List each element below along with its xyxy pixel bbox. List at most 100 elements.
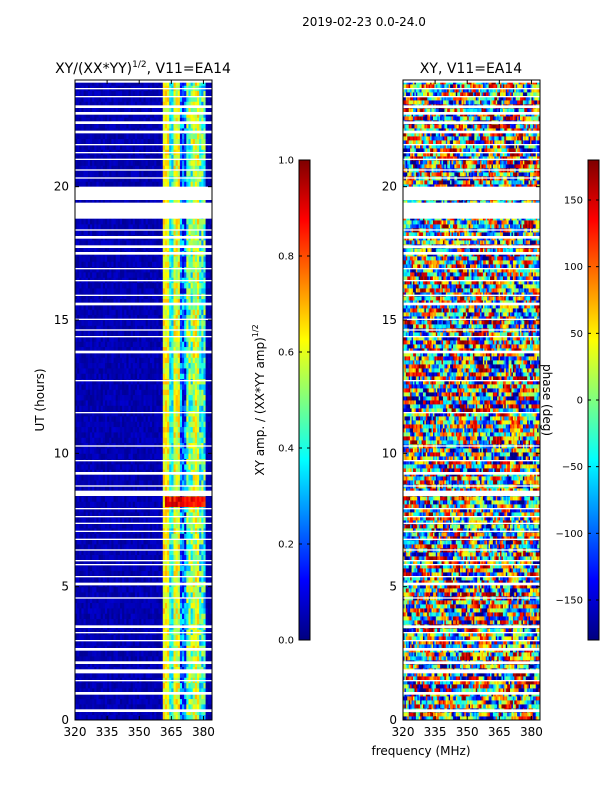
heatmap-cell <box>177 325 181 332</box>
heatmap-cell <box>158 341 162 348</box>
heatmap-cell <box>117 661 121 668</box>
heatmap-cell <box>98 458 102 465</box>
heatmap-cell <box>158 336 162 342</box>
heatmap-cell <box>139 693 142 700</box>
heatmap-cell <box>139 474 142 481</box>
heatmap-cell <box>96 325 99 332</box>
heatmap-cell <box>119 549 123 556</box>
heatmap-cell <box>96 640 99 646</box>
heatmap-cell <box>115 496 119 502</box>
heatmap-cell <box>126 592 129 598</box>
heatmap-cell <box>98 496 102 502</box>
heatmap-cell <box>87 416 91 422</box>
heatmap-cell <box>190 714 194 720</box>
heatmap-cell <box>94 533 97 540</box>
heatmap-cell <box>102 480 106 486</box>
heatmap-cell <box>113 448 117 454</box>
heatmap-cell <box>96 693 99 700</box>
heatmap-cell <box>92 320 95 326</box>
heatmap-cell <box>160 485 164 492</box>
heatmap-cell <box>130 320 134 326</box>
heatmap-cell <box>173 682 177 689</box>
heatmap-cell <box>207 650 211 657</box>
heatmap-cell <box>194 448 198 454</box>
heatmap-cell <box>147 586 151 593</box>
heatmap-cell <box>201 682 204 689</box>
heatmap-cell <box>173 416 177 422</box>
heatmap-cell <box>177 650 181 657</box>
heatmap-cell <box>100 389 104 396</box>
heatmap-cell <box>209 304 212 310</box>
heatmap-cell <box>132 330 136 337</box>
heatmap-cell <box>124 586 127 593</box>
heatmap-cell <box>145 565 149 572</box>
heatmap-cell <box>147 549 151 556</box>
heatmap-cell <box>194 602 198 609</box>
heatmap-cell <box>85 576 89 582</box>
heatmap-cell <box>179 437 183 444</box>
heatmap-cell <box>119 704 123 710</box>
heatmap-cell <box>128 549 132 556</box>
heatmap-cell <box>92 608 95 614</box>
heatmap-cell <box>209 378 212 385</box>
heatmap-cell <box>203 517 206 524</box>
heatmap-cell <box>117 416 121 422</box>
heatmap-cell <box>126 453 129 460</box>
heatmap-cell <box>167 634 170 641</box>
heatmap-cell <box>145 533 149 540</box>
heatmap-cell <box>139 565 142 572</box>
heatmap-cell <box>107 618 110 625</box>
heatmap-cell <box>87 346 91 353</box>
heatmap-cell <box>145 378 149 385</box>
heatmap-cell <box>203 693 206 700</box>
heatmap-cell <box>162 602 166 609</box>
heatmap-cell <box>205 426 209 433</box>
heatmap-cell <box>107 693 110 700</box>
heatmap-cell <box>147 704 151 710</box>
heatmap-cell <box>177 378 181 385</box>
heatmap-cell <box>107 533 110 540</box>
heatmap-cell <box>117 538 121 545</box>
heatmap-cell <box>128 506 132 513</box>
heatmap-cell <box>190 437 194 444</box>
heatmap-cell <box>102 688 106 694</box>
heatmap-cell <box>139 426 142 433</box>
heatmap-cell <box>126 602 129 609</box>
heatmap-cell <box>205 373 209 380</box>
heatmap-cell <box>182 597 185 604</box>
heatmap-cell <box>122 325 125 332</box>
heatmap-cell <box>205 709 209 716</box>
heatmap-cell <box>188 618 191 625</box>
heatmap-cell <box>109 512 112 518</box>
heatmap-cell <box>201 325 204 332</box>
heatmap-cell <box>85 437 89 444</box>
heatmap-cell <box>152 405 155 412</box>
heatmap-cell <box>113 549 117 556</box>
heatmap-cell <box>96 304 99 310</box>
heatmap-cell <box>79 346 82 353</box>
heatmap-cell <box>85 405 89 412</box>
heatmap-cell <box>162 336 166 342</box>
heatmap-cell <box>143 613 147 620</box>
heatmap-cell <box>94 357 97 364</box>
heatmap-cell <box>209 405 212 412</box>
heatmap-cell <box>173 608 177 614</box>
heatmap-cell <box>158 672 162 678</box>
heatmap-cell <box>96 410 99 417</box>
heatmap-cell <box>162 709 166 716</box>
heatmap-cell <box>117 682 121 689</box>
heatmap-cell <box>117 458 121 465</box>
heatmap-cell <box>177 362 181 369</box>
heatmap-cell <box>156 608 159 614</box>
heatmap-cell <box>115 394 119 401</box>
heatmap-cell <box>143 538 147 545</box>
heatmap-cell <box>162 650 166 657</box>
heatmap-cell <box>126 608 129 614</box>
heatmap-cell <box>87 672 91 678</box>
heatmap-cell <box>124 426 127 433</box>
heatmap-cell <box>199 480 202 486</box>
heatmap-cell <box>156 458 159 465</box>
heatmap-cell <box>92 325 95 332</box>
heatmap-cell <box>192 608 196 614</box>
heatmap-cell <box>156 688 159 694</box>
